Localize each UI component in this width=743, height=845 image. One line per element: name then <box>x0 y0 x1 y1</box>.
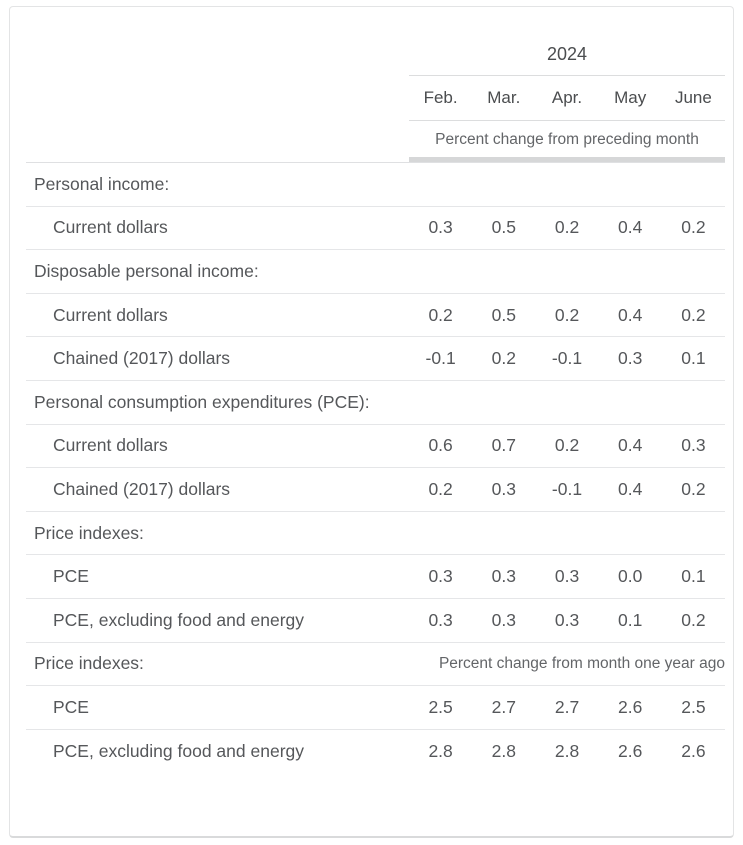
header-label-spacer <box>26 7 409 162</box>
value-cell: 0.1 <box>681 348 706 369</box>
value-cell: 0.1 <box>618 609 643 630</box>
row-label: Personal consumption expenditures (PCE): <box>34 391 370 412</box>
table-row: Chained (2017) dollars -0.1 0.2 -0.1 0.3… <box>26 337 725 381</box>
value-cell: -0.1 <box>551 348 583 369</box>
column-header-mar: Mar. <box>487 88 521 107</box>
table-row: PCE, excluding food and energy 2.8 2.8 2… <box>26 730 725 774</box>
value-cell: 0.0 <box>618 566 643 587</box>
row-label: Current dollars <box>53 435 168 456</box>
row-label: Personal income: <box>34 173 170 194</box>
row-label: PCE, excluding food and energy <box>53 741 304 762</box>
value-cell: 2.8 <box>554 741 580 762</box>
value-cell: 0.2 <box>554 217 580 238</box>
column-header-apr: Apr. <box>551 88 583 107</box>
value-cell: 0.2 <box>554 435 580 456</box>
column-header-june: June <box>674 88 712 107</box>
section-row: Personal consumption expenditures (PCE): <box>26 381 725 425</box>
value-cell: 0.3 <box>554 609 580 630</box>
value-cell: 0.1 <box>681 566 706 587</box>
month-column-headers: Feb. Mar. Apr. May June <box>409 76 725 121</box>
pce-data-table-card: 2024 Feb. Mar. Apr. May June Percent cha… <box>9 6 734 838</box>
column-header-feb: Feb. <box>423 88 458 107</box>
value-cell: 0.3 <box>554 566 580 587</box>
section-row: Price indexes: Percent change from month… <box>26 643 725 687</box>
table-row: Chained (2017) dollars 0.2 0.3 -0.1 0.4 … <box>26 468 725 512</box>
table-row: PCE, excluding food and energy 0.3 0.3 0… <box>26 599 725 643</box>
value-cell: 0.2 <box>681 609 706 630</box>
value-cell: 2.6 <box>618 741 643 762</box>
value-cell: 0.3 <box>491 609 516 630</box>
table-row: Current dollars 0.3 0.5 0.2 0.4 0.2 <box>26 207 725 251</box>
units-note-bottom: Percent change from month one year ago <box>438 654 725 672</box>
table-row: Current dollars 0.6 0.7 0.2 0.4 0.3 <box>26 425 725 469</box>
value-cell: 0.2 <box>554 304 580 325</box>
value-cell: 0.2 <box>428 478 453 499</box>
value-cell: 0.6 <box>428 435 453 456</box>
value-cell: 2.6 <box>681 741 706 762</box>
units-note-top: Percent change from preceding month <box>435 131 699 148</box>
value-cell: 0.4 <box>618 478 643 499</box>
section-row: Price indexes: <box>26 512 725 556</box>
header-underline-bar <box>409 157 725 162</box>
value-cell: -0.1 <box>425 348 456 369</box>
value-cell: 0.4 <box>618 304 643 325</box>
value-cell: 0.2 <box>491 348 516 369</box>
section-row: Disposable personal income: <box>26 250 725 294</box>
value-cell: 2.7 <box>491 696 516 717</box>
value-cell: 2.5 <box>681 696 706 717</box>
row-label: Chained (2017) dollars <box>53 348 231 369</box>
row-label: Price indexes: <box>34 522 144 543</box>
row-label: Current dollars <box>53 304 168 325</box>
value-cell: 0.2 <box>681 478 706 499</box>
value-cell: 2.7 <box>554 696 580 717</box>
value-cell: 0.4 <box>618 435 643 456</box>
column-header-may: May <box>614 88 647 107</box>
value-cell: 0.3 <box>428 609 453 630</box>
header-columns-area: 2024 Feb. Mar. Apr. May June Percent cha… <box>409 7 725 162</box>
value-cell: 0.3 <box>681 435 706 456</box>
value-cell: -0.1 <box>551 478 583 499</box>
table-header: 2024 Feb. Mar. Apr. May June Percent cha… <box>26 7 725 163</box>
value-cell: 0.3 <box>491 478 516 499</box>
value-cell: 0.5 <box>491 217 516 238</box>
value-cell: 0.3 <box>491 566 516 587</box>
value-cell: 2.8 <box>428 741 453 762</box>
table-row: PCE 2.5 2.7 2.7 2.6 2.5 <box>26 686 725 730</box>
value-cell: 0.7 <box>491 435 516 456</box>
value-cell: 2.5 <box>428 696 453 717</box>
table-row: Current dollars 0.2 0.5 0.2 0.4 0.2 <box>26 294 725 338</box>
value-cell: 0.3 <box>428 566 453 587</box>
row-label: PCE <box>53 566 89 587</box>
value-cell: 0.5 <box>491 304 516 325</box>
row-label: Current dollars <box>53 217 168 238</box>
section-row: Personal income: <box>26 163 725 207</box>
row-label: PCE, excluding food and energy <box>53 609 304 630</box>
value-cell: 0.2 <box>428 304 453 325</box>
year-header: 2024 <box>409 7 725 76</box>
table-body: Personal income: Current dollars 0.3 0.5… <box>26 163 725 773</box>
table-row: PCE 0.3 0.3 0.3 0.0 0.1 <box>26 555 725 599</box>
value-cell: 0.2 <box>681 304 706 325</box>
value-cell: 0.4 <box>618 217 643 238</box>
row-label: Price indexes: <box>34 653 144 674</box>
value-cell: 2.6 <box>618 696 643 717</box>
value-cell: 2.8 <box>491 741 516 762</box>
row-label: PCE <box>53 696 89 717</box>
row-label: Chained (2017) dollars <box>53 478 231 499</box>
row-label: Disposable personal income: <box>34 260 259 281</box>
value-cell: 0.3 <box>428 217 453 238</box>
value-cell: 0.3 <box>618 348 643 369</box>
value-cell: 0.2 <box>681 217 706 238</box>
